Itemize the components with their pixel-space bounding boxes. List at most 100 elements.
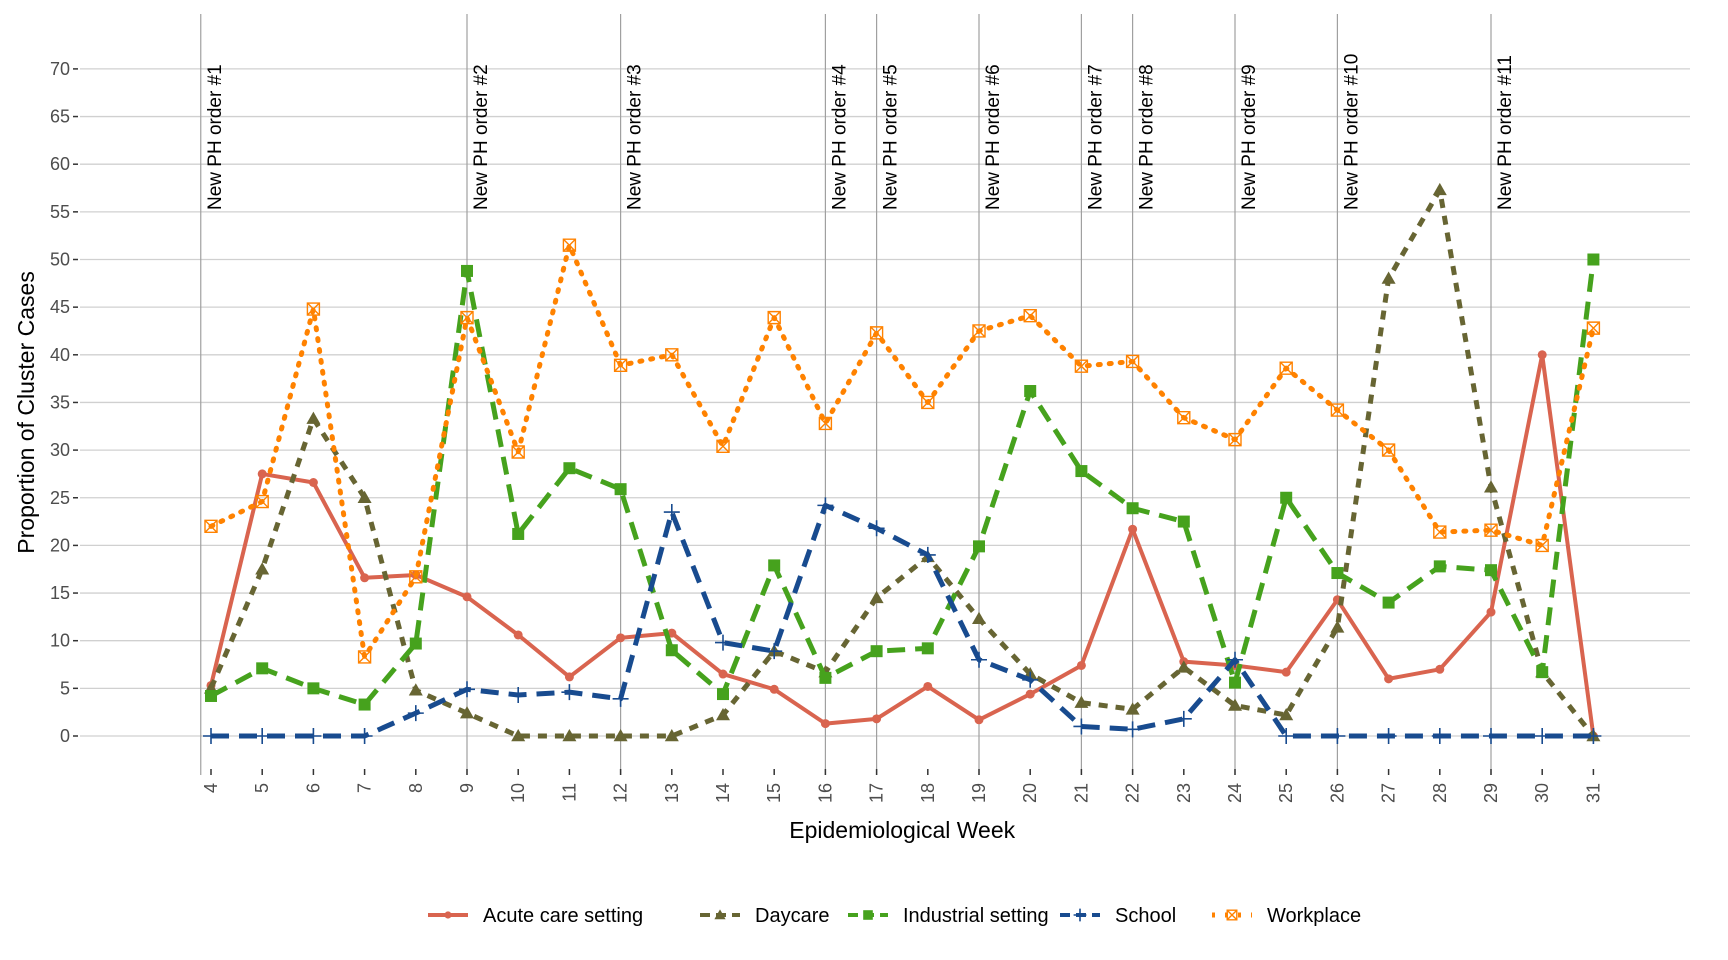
- data-point: [1227, 651, 1243, 668]
- data-point: [768, 559, 781, 572]
- data-point: [1023, 309, 1037, 323]
- y-tick-label: 60: [50, 154, 70, 174]
- x-tick-label: 20: [1020, 783, 1040, 803]
- data-point: [974, 715, 984, 725]
- legend-item: Daycare: [700, 905, 829, 927]
- data-point: [820, 719, 830, 729]
- ph-order-label: New PH order #2: [471, 64, 492, 210]
- data-point: [1279, 361, 1293, 375]
- data-point: [1382, 596, 1395, 609]
- data-point: [919, 546, 936, 563]
- series-daycare: [204, 182, 1601, 742]
- data-point: [356, 728, 373, 744]
- data-point: [1024, 385, 1037, 398]
- series-group: [203, 182, 1602, 744]
- data-point: [513, 630, 523, 640]
- data-point: [255, 562, 270, 575]
- x-tick-label: 17: [867, 783, 887, 803]
- data-point: [1125, 354, 1140, 369]
- data-point: [203, 728, 219, 744]
- legend-key-marker: [1226, 909, 1238, 921]
- data-point: [715, 634, 731, 651]
- x-tick-label: 21: [1071, 783, 1091, 803]
- x-tick-label: 13: [662, 783, 682, 803]
- x-axis: 4 5 6 7 8 9 10 11 12 13 14 15 16 17 18 19 20 21 22 23 24 25 26…: [201, 769, 1603, 803]
- data-point: [1384, 674, 1394, 684]
- data-point: [1380, 728, 1397, 744]
- x-tick-label: 10: [508, 783, 528, 803]
- x-tick-label: 8: [406, 783, 426, 793]
- y-tick-label: 15: [50, 583, 70, 603]
- data-point: [868, 520, 885, 537]
- data-point: [870, 645, 883, 658]
- ph-order-label: New PH order #10: [1341, 54, 1362, 210]
- data-point: [358, 698, 371, 711]
- legend: Acute care setting Daycare Industrial sett…: [428, 905, 1361, 927]
- y-axis: 0 5 10 15 20 25 30 35 40 45 50 55 60 65 70: [50, 59, 78, 746]
- data-point: [817, 497, 834, 514]
- data-point: [256, 662, 269, 675]
- x-tick-label: 30: [1532, 783, 1552, 803]
- data-point: [1587, 253, 1600, 266]
- x-tick-label: 22: [1123, 783, 1143, 803]
- data-point: [257, 469, 267, 479]
- data-point: [663, 504, 680, 521]
- series-industrial-setting: [205, 253, 1600, 711]
- x-axis-title: Epidemiological Week: [789, 817, 1015, 843]
- data-point: [1535, 538, 1549, 553]
- data-point: [1025, 689, 1035, 699]
- ph-order-label: New PH order #11: [1495, 55, 1516, 210]
- data-point: [511, 729, 526, 742]
- x-tick-label: 28: [1430, 783, 1450, 803]
- data-point: [460, 310, 474, 325]
- x-tick-label: 4: [201, 783, 221, 793]
- data-point: [1381, 443, 1396, 457]
- series-school: [203, 497, 1602, 744]
- ph-order-label: New PH order #4: [829, 64, 850, 210]
- data-point: [306, 302, 321, 316]
- legend-label: Acute care setting: [483, 905, 643, 927]
- data-point: [1536, 666, 1549, 679]
- x-tick-label: 31: [1583, 783, 1603, 803]
- ph-order-label: New PH order #5: [881, 64, 902, 210]
- legend-key-marker: [1073, 908, 1087, 922]
- data-point: [563, 462, 576, 475]
- y-tick-label: 30: [50, 440, 70, 460]
- ph-order-label: New PH order #7: [1085, 64, 1106, 210]
- y-tick-label: 55: [50, 202, 70, 222]
- data-point: [308, 478, 318, 488]
- data-point: [1433, 560, 1446, 573]
- data-point: [819, 671, 832, 684]
- series-workplace: [204, 238, 1601, 664]
- data-point: [1073, 718, 1090, 735]
- x-tick-label: 9: [457, 783, 477, 793]
- y-tick-label: 20: [50, 535, 70, 555]
- ph-order-label: New PH order #8: [1137, 64, 1158, 210]
- x-tick-label: 26: [1327, 783, 1347, 803]
- data-point: [1381, 271, 1396, 284]
- y-tick-label: 5: [60, 678, 70, 698]
- ph-order-label: New PH order #6: [983, 64, 1004, 210]
- x-tick-label: 11: [559, 783, 579, 802]
- data-point: [461, 264, 473, 277]
- data-point: [766, 643, 783, 660]
- data-point: [407, 705, 424, 722]
- data-point: [614, 483, 627, 496]
- x-tick-label: 25: [1276, 783, 1296, 803]
- data-point: [307, 682, 320, 695]
- data-point: [872, 714, 882, 724]
- data-point: [409, 637, 422, 650]
- data-point: [1281, 667, 1291, 677]
- data-point: [1074, 695, 1089, 708]
- data-point: [972, 611, 986, 625]
- data-point: [1485, 564, 1497, 577]
- data-point: [255, 494, 269, 509]
- x-tick-label: 15: [764, 783, 784, 803]
- series-line: [211, 502, 1594, 739]
- data-point: [254, 728, 271, 744]
- y-tick-label: 45: [50, 297, 70, 317]
- data-point: [767, 310, 781, 325]
- y-axis-title: Proportion of Cluster Cases: [13, 271, 39, 554]
- data-point: [1228, 432, 1242, 447]
